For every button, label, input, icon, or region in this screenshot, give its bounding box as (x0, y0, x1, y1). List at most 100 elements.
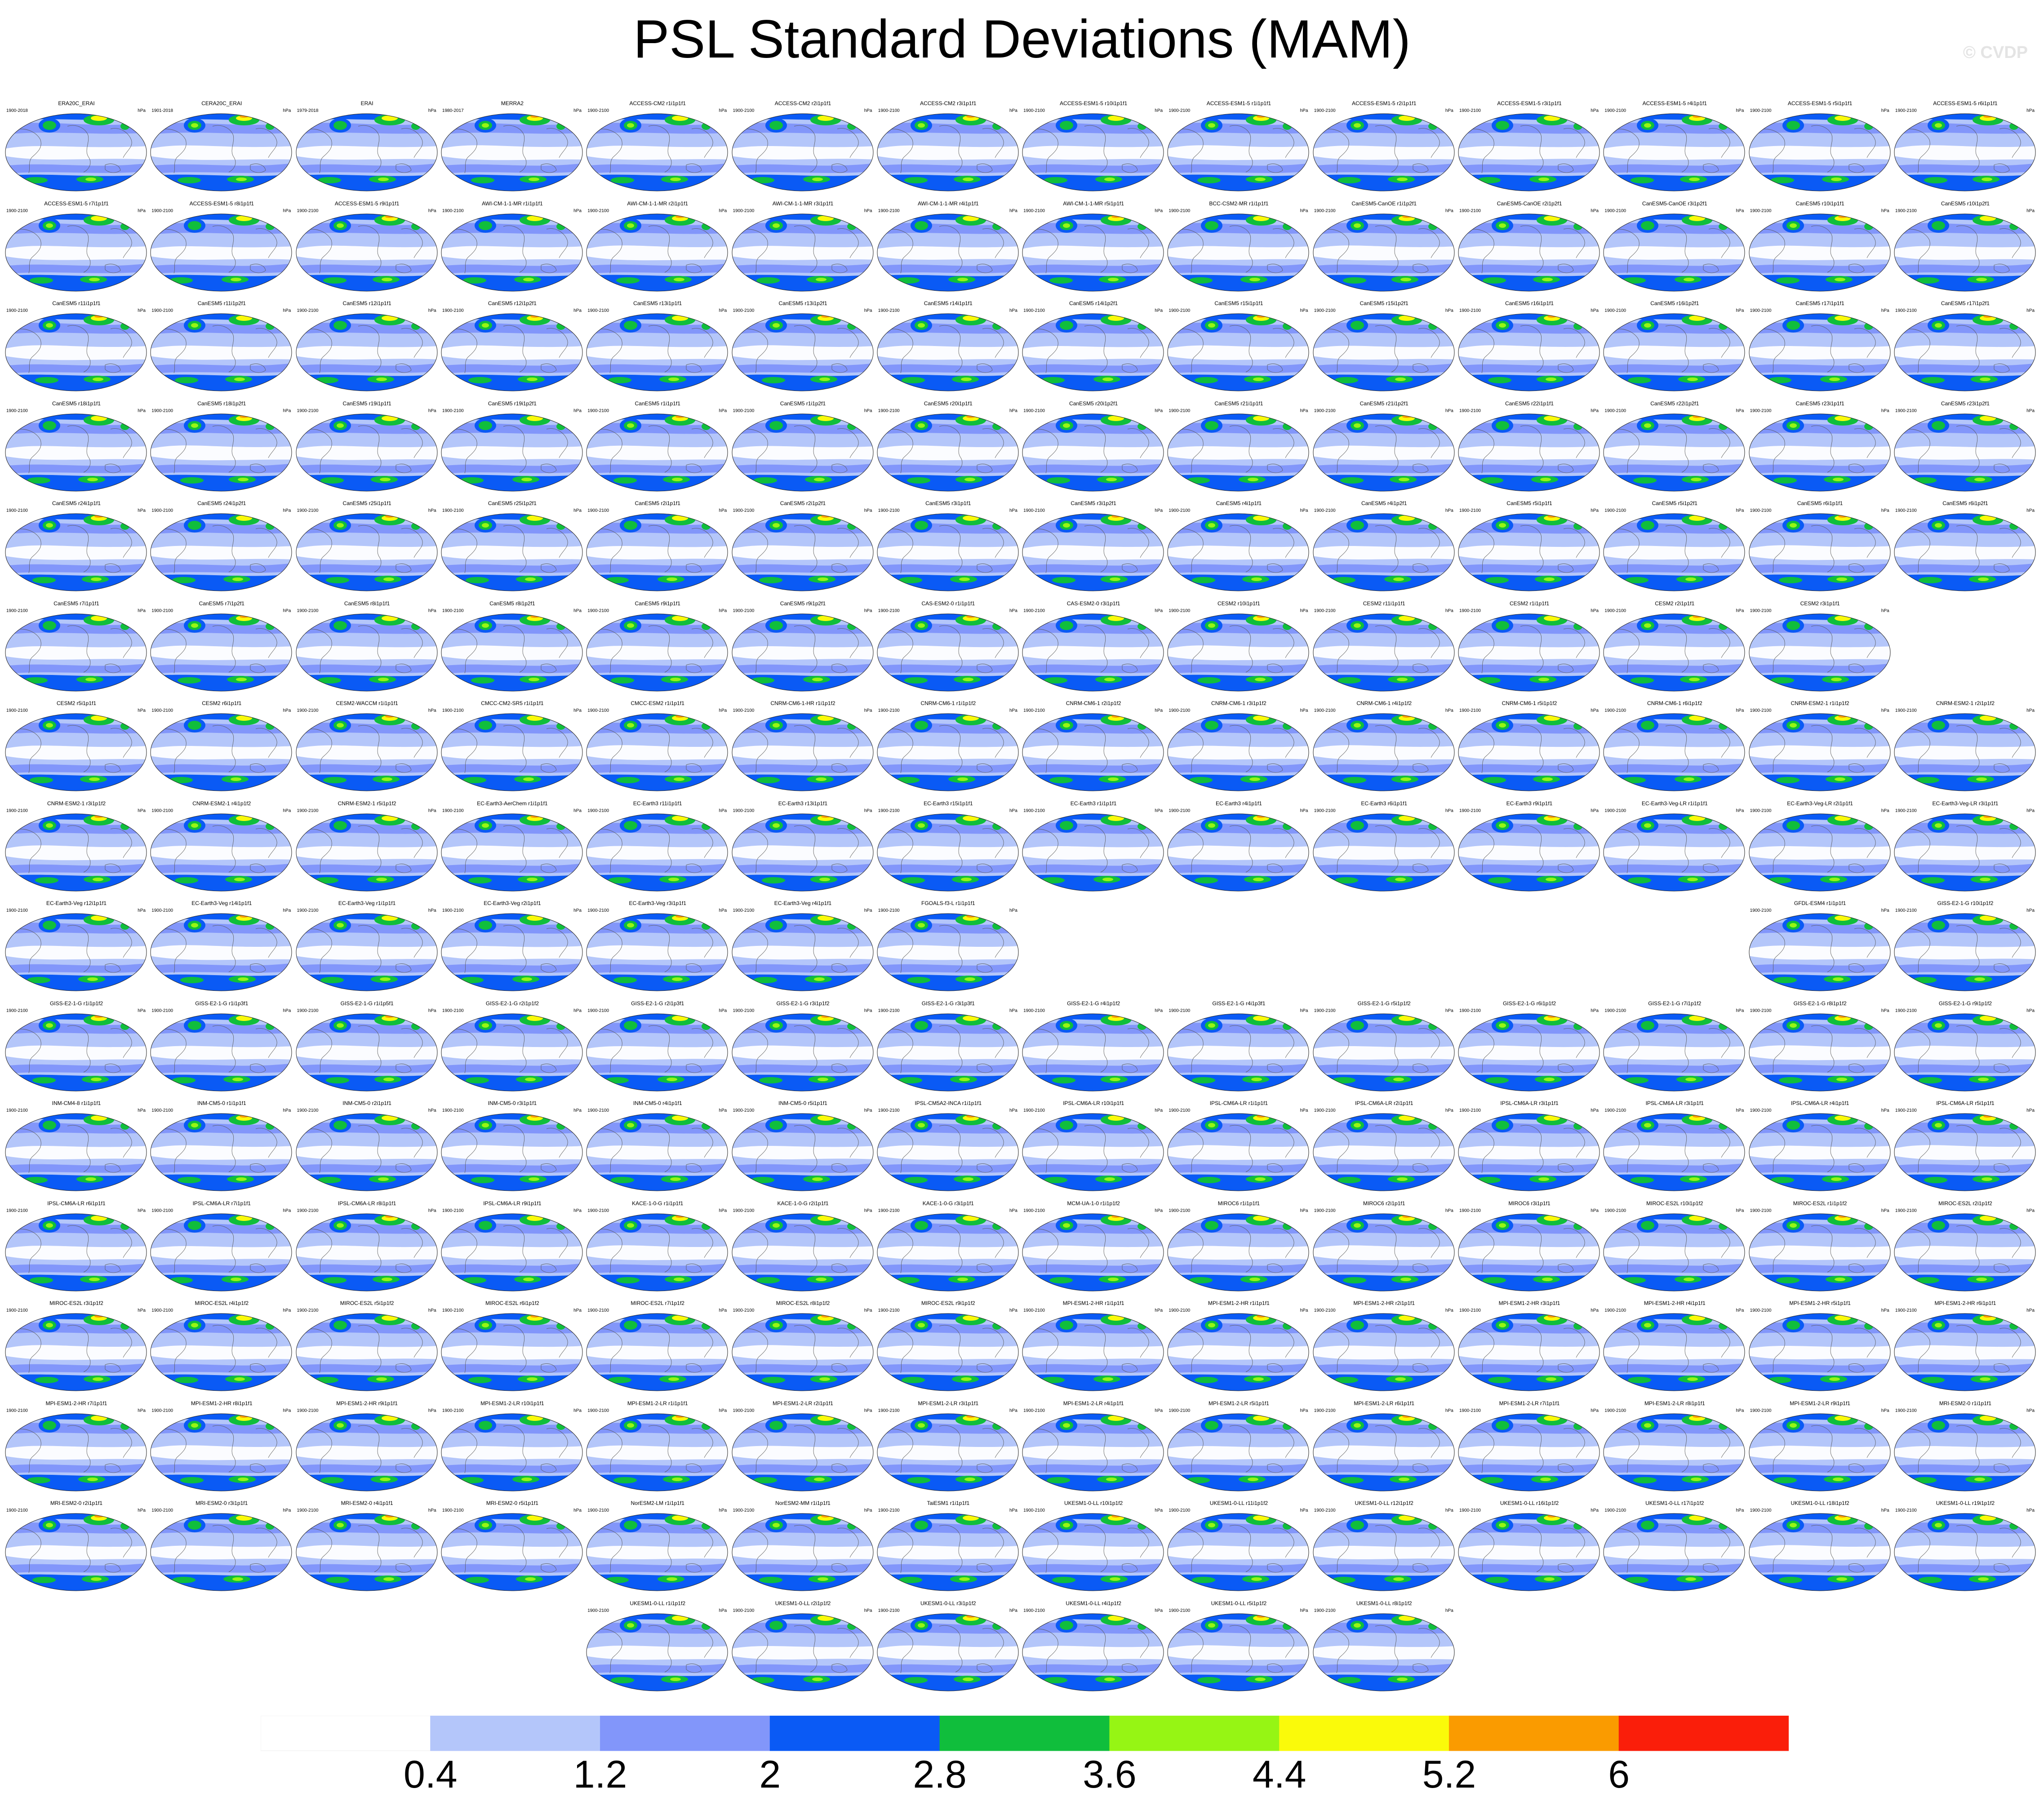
sd-contour-field (296, 314, 437, 391)
panel-map (5, 613, 147, 691)
map-panel: CanESM5 r8i1p2f1 1900-2100 hPa (440, 600, 584, 695)
panel-years: 1900-2100 (151, 508, 173, 513)
sd-contour-field (1458, 514, 1600, 591)
panel-years: 1900-2100 (1459, 508, 1481, 513)
panel-title: GISS-E2-1-G r1i1p3f1 (195, 1000, 249, 1007)
panel-title: FGOALS-f3-L r1i1p1f1 (921, 900, 975, 906)
sd-contour-field (5, 714, 147, 791)
panel-title: MIROC-ES2L r5i1p1f2 (340, 1300, 394, 1306)
panel-title: CESM2 r11i1p1f1 (1363, 600, 1405, 607)
map-panel: CanESM5 r16i1p2f1 1900-2100 hPa (1603, 300, 1746, 395)
sd-contour-field (1313, 213, 1454, 291)
panel-years: 1900-2100 (587, 208, 609, 213)
panel-map (1022, 1113, 1164, 1191)
panel-title: EC-Earth3 r1i1p1f1 (1070, 800, 1117, 807)
map-panel: ACCESS-ESM1-5 r10i1p1f1 1900-2100 hPa (1022, 100, 1165, 195)
panel-map (150, 113, 292, 191)
map-panel: ERAI 1979-2018 hPa (295, 100, 439, 195)
panel-units: hPa (2026, 1408, 2035, 1413)
panel-units: hPa (1591, 1508, 1599, 1513)
panel-units: hPa (1300, 408, 1308, 413)
panel-map (441, 413, 583, 491)
panel-units: hPa (138, 1408, 146, 1413)
sd-contour-field (5, 1114, 147, 1191)
panel-years: 1901-2018 (151, 108, 173, 113)
panel-years: 1900-2100 (733, 1308, 755, 1313)
panel-title: MIROC6 r1i1p1f1 (1218, 1200, 1260, 1207)
panel-title: CanESM5 r25i1p2f1 (488, 500, 537, 506)
panel-title: IPSL-CM6A-LR r9i1p1f1 (483, 1200, 542, 1207)
panel-units: hPa (719, 1008, 727, 1013)
sd-contour-field (1458, 1413, 1600, 1491)
sd-contour-field (1022, 1114, 1164, 1191)
sd-contour-field (151, 914, 292, 991)
panel-map (1313, 713, 1455, 791)
panel-years: 1900-2100 (151, 908, 173, 913)
panel-title: CanESM5 r12i1p2f1 (488, 300, 537, 306)
panel-map (296, 613, 438, 691)
sd-contour-field (5, 914, 147, 991)
panel-map (296, 1013, 438, 1091)
panel-title: ACCESS-CM2 r2i1p1f1 (774, 100, 831, 106)
panel-map (877, 813, 1019, 891)
sd-contour-field (296, 813, 437, 891)
panel-years: 1900-2100 (733, 608, 755, 613)
panel-years: 1900-2100 (587, 608, 609, 613)
panel-title: EC-Earth3-Veg r12i1p1f1 (46, 900, 107, 906)
panel-years: 1900-2100 (1314, 808, 1336, 813)
panel-title: ACCESS-ESM1-5 r8i1p1f1 (189, 200, 254, 207)
panel-title: CanESM5 r20i1p1f1 (924, 400, 973, 407)
panel-map (1458, 1413, 1600, 1491)
map-panel: AWI-CM-1-1-MR r4i1p1f1 1900-2100 hPa (876, 200, 1020, 295)
panel-units: hPa (428, 608, 436, 613)
panel-title: INM-CM5-0 r2i1p1f1 (342, 1100, 391, 1106)
sd-contour-field (1604, 1114, 1745, 1191)
panel-years: 1900-2100 (151, 608, 173, 613)
panel-title: EC-Earth3-Veg r2i1p1f1 (484, 900, 541, 906)
panel-years: 1900-2100 (733, 908, 755, 913)
map-panel: CanESM5-CanOE r2i1p2f1 1900-2100 hPa (1457, 200, 1601, 295)
panel-years: 1900-2100 (1169, 808, 1191, 813)
sd-contour-field (1022, 1313, 1164, 1391)
panel-years: 1900-2100 (1750, 208, 1772, 213)
map-panel: CAS-ESM2-0 r3i1p1f1 1900-2100 hPa (1022, 600, 1165, 695)
panel-title: ERA20C_ERAI (58, 100, 95, 106)
panel-title: MRI-ESM2-0 r4i1p1f1 (341, 1500, 393, 1506)
panel-units: hPa (719, 908, 727, 913)
panel-years: 1900-2100 (1169, 1408, 1191, 1413)
map-panel: EC-Earth3 r9i1p1f1 1900-2100 hPa (1457, 800, 1601, 895)
panel-years: 1900-2100 (733, 1108, 755, 1113)
panel-map (150, 313, 292, 391)
panel-title: CanESM5 r4i1p1f1 (1216, 500, 1262, 506)
map-panel: MERRA2 1980-2017 hPa (440, 100, 584, 195)
panel-years: 1900-2100 (1750, 1308, 1772, 1313)
panel-title: IPSL-CM6A-LR r7i1p1f1 (192, 1200, 251, 1207)
panel-title: MIROC6 r3i1p1f1 (1508, 1200, 1551, 1207)
panel-map (441, 513, 583, 591)
panel-map (732, 413, 873, 491)
map-panel: IPSL-CM6A-LR r3i1p1f1 1900-2100 hPa (1603, 1100, 1746, 1194)
sd-contour-field (1604, 413, 1745, 491)
sd-contour-field (1313, 1513, 1454, 1591)
map-panel: CanESM5 r19i1p2f1 1900-2100 hPa (440, 400, 584, 495)
map-panel: INM-CM5-0 r5i1p1f1 1900-2100 hPa (731, 1100, 875, 1194)
sd-contour-field (441, 1413, 582, 1491)
map-panel: MRI-ESM2-0 r4i1p1f1 1900-2100 hPa (295, 1500, 439, 1594)
panel-title: GFDL-ESM4 r1i1p1f1 (1794, 900, 1846, 906)
panel-units: hPa (428, 1208, 436, 1213)
panel-units: hPa (138, 908, 146, 913)
panel-title: MPI-ESM1-2-LR r2i1p1f1 (773, 1400, 833, 1407)
panel-units: hPa (138, 1308, 146, 1313)
panel-units: hPa (1881, 308, 1889, 313)
map-panel: GISS-E2-1-G r8i1p1f2 1900-2100 hPa (1748, 1000, 1892, 1095)
sd-contour-field (1168, 1114, 1309, 1191)
panel-map (1167, 313, 1309, 391)
panel-title: CanESM5 r11i1p1f1 (52, 300, 101, 306)
panel-years: 1900-2100 (442, 608, 464, 613)
panel-title: CNRM-ESM2-1 r1i1p1f2 (1791, 700, 1849, 706)
panel-years: 1900-2100 (6, 1008, 28, 1013)
panel-title: AWI-CM-1-1-MR r4i1p1f1 (918, 200, 979, 207)
panel-years: 1900-2100 (733, 508, 755, 513)
sd-contour-field (5, 613, 147, 691)
panel-map (732, 1413, 873, 1491)
